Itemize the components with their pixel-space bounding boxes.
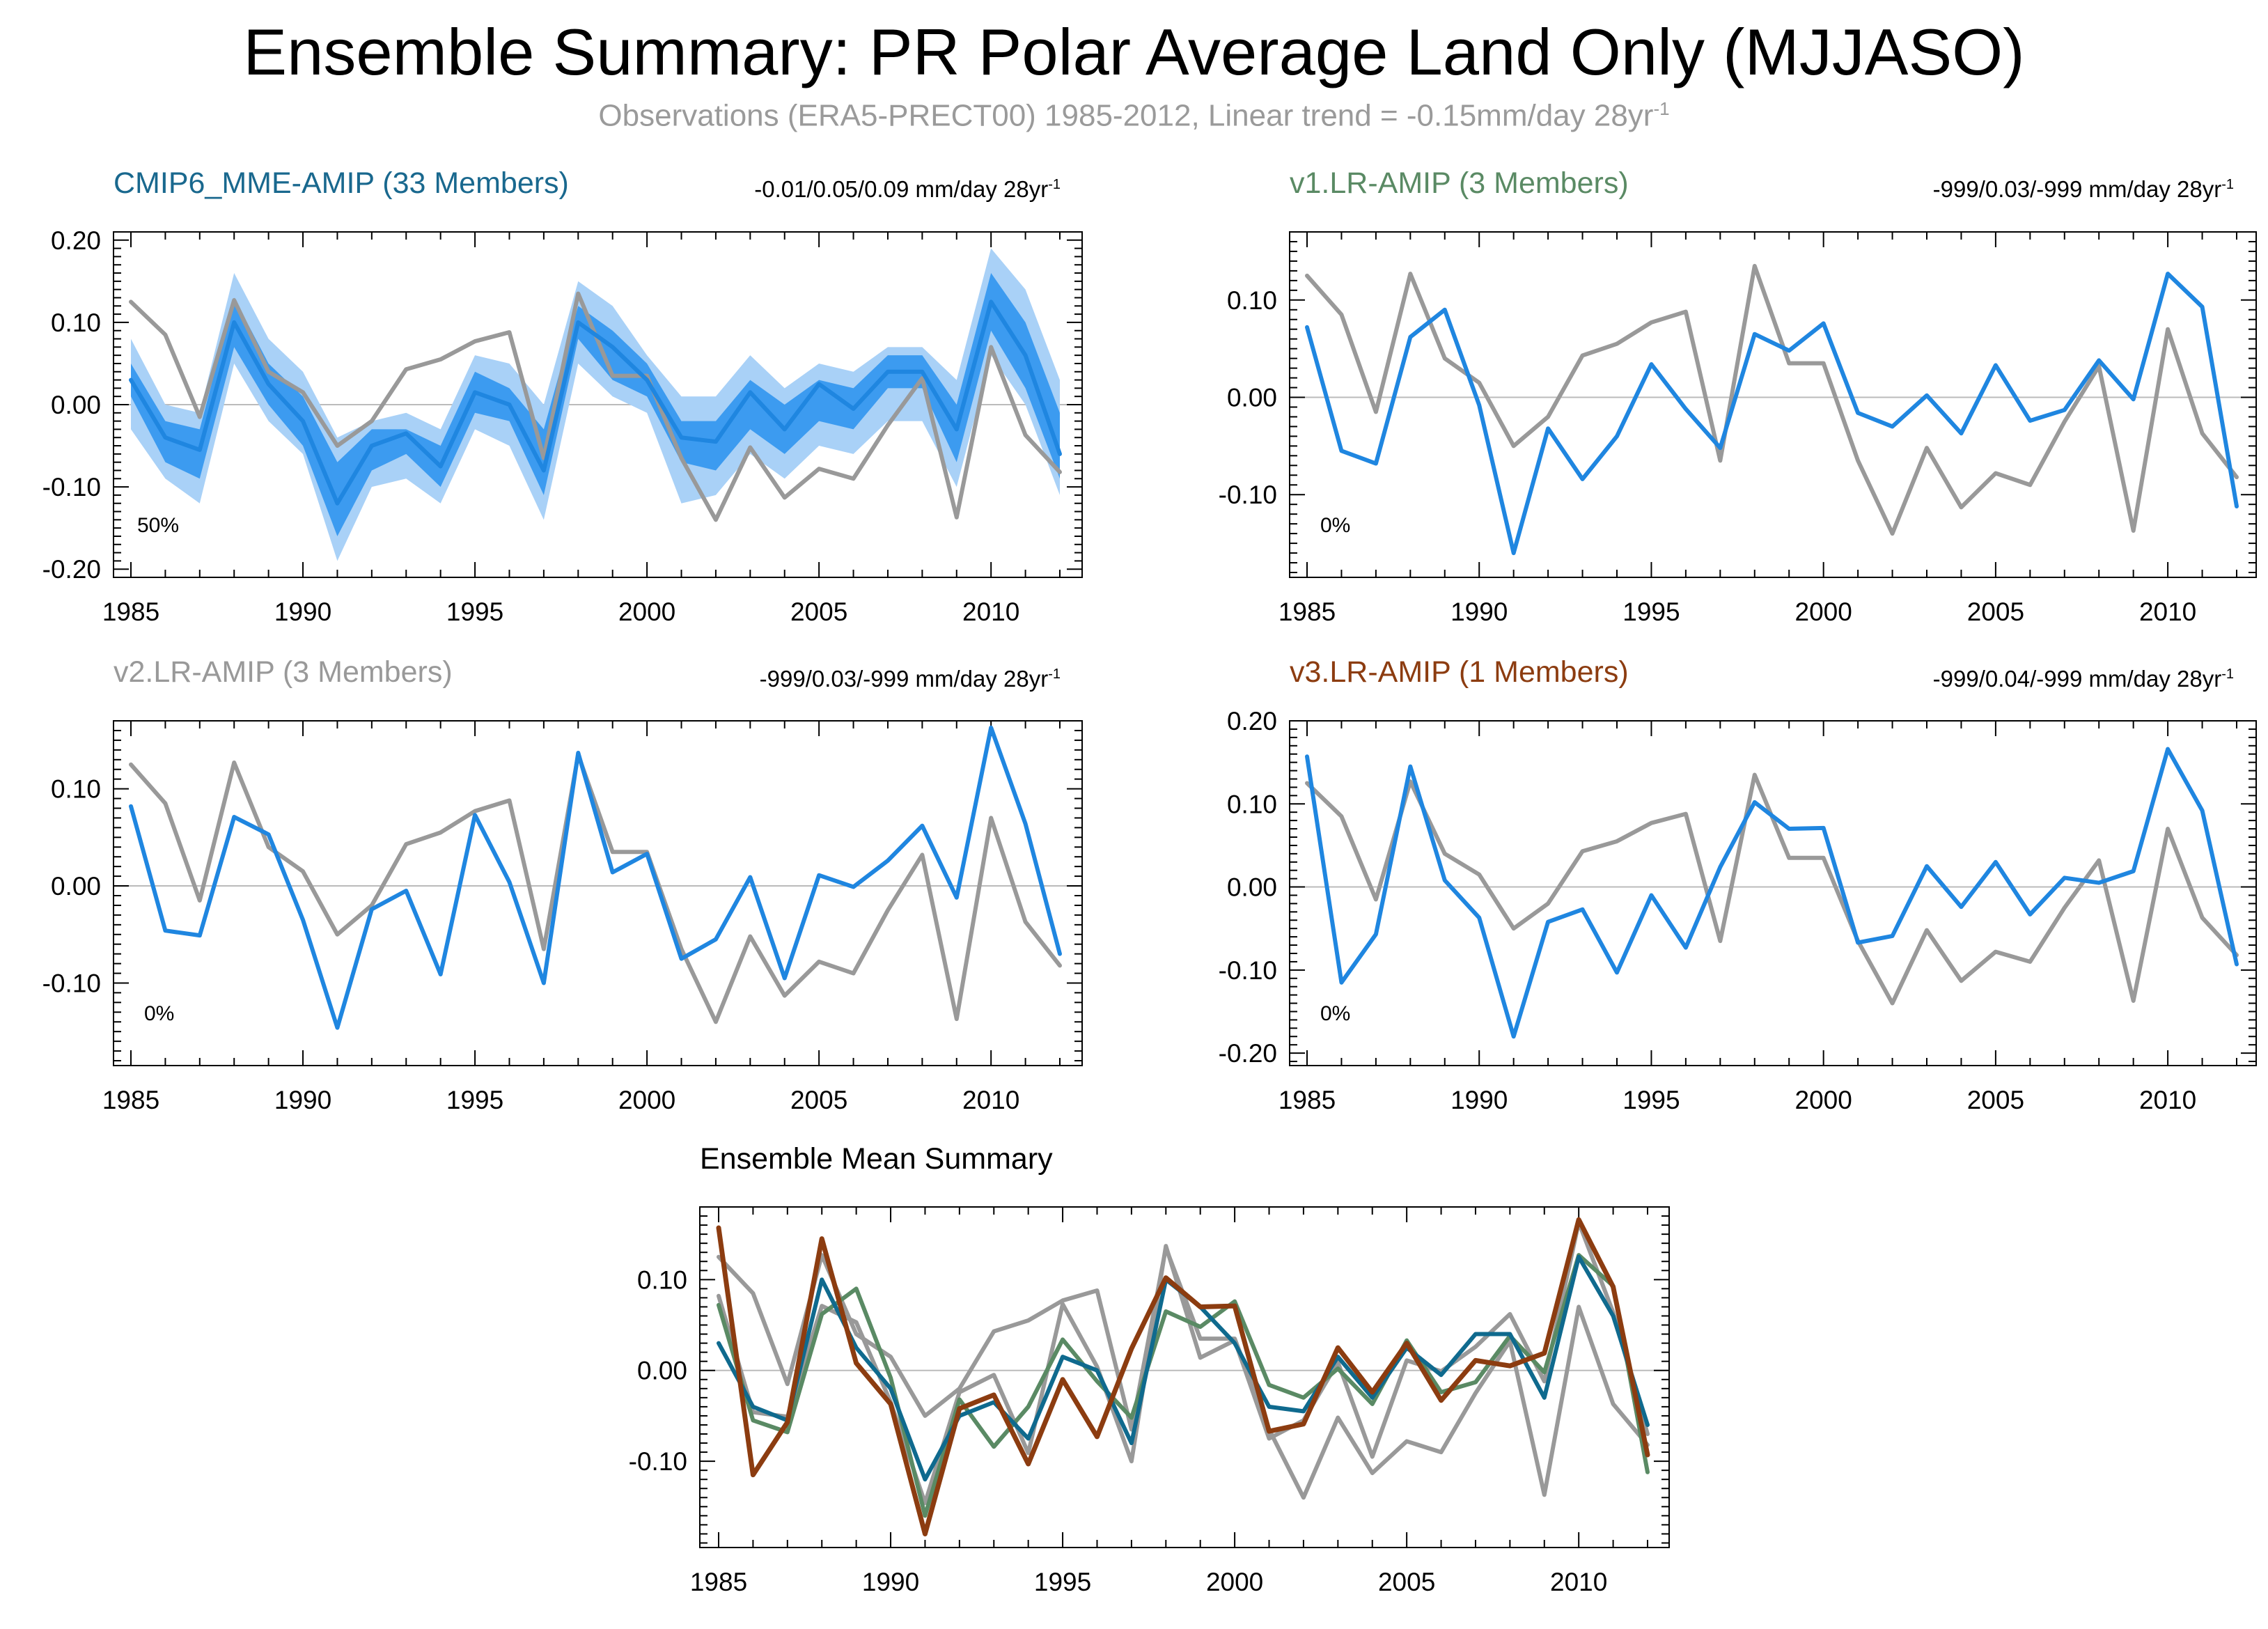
- subtitle: Observations (ERA5-PRECT00) 1985-2012, L…: [0, 89, 2268, 136]
- ensemble-plot-frame: [699, 1206, 1670, 1548]
- v3-series-model: [1305, 747, 2239, 1039]
- v1-panel-title: v1.LR-AMIP (3 Members): [1290, 166, 1629, 200]
- cmip6-x-tick-label: 1990: [274, 598, 331, 626]
- v1-x-tick-label: 1995: [1622, 598, 1680, 626]
- v3-stats-label: -999/0.04/-999 mm/day 28yr-1: [1933, 659, 2234, 694]
- v3-x-tick-label: 1990: [1450, 1086, 1508, 1114]
- v2-x-tick-label: 1985: [102, 1086, 159, 1114]
- v1-chart: 0.10 0.00 -0.10 1985 1990 1995 2000 2005 2010 0%: [1219, 231, 2257, 626]
- v3-x-tick-label: 2005: [1967, 1086, 2024, 1114]
- v3-y-tick-label: -0.20: [1219, 1039, 1277, 1068]
- cmip6-y-tick-label: 0.10: [51, 309, 101, 337]
- cmip6-band-inner: [131, 273, 1060, 536]
- cmip6-y-tick-label: 0.00: [51, 391, 101, 419]
- v1-x-tick-label: 2010: [2139, 598, 2196, 626]
- cmip6-x-tick-label: 2000: [618, 598, 675, 626]
- v2-x-tick-label: 1995: [446, 1086, 503, 1114]
- v3-y-tick-label: 0.20: [1227, 707, 1277, 735]
- v1-y-tick-label: 0.10: [1227, 286, 1277, 315]
- cmip6-y-tick-label: -0.20: [42, 555, 101, 584]
- v2-stats-label: -999/0.03/-999 mm/day 28yr-1: [760, 659, 1061, 694]
- cmip6-series-model: [129, 299, 1062, 506]
- ensemble-series-ens_v3: [716, 1217, 1650, 1536]
- v2-stats-sup: -1: [1048, 667, 1061, 682]
- v3-x-tick-label: 2000: [1795, 1086, 1852, 1114]
- cmip6-x-tick-label: 1985: [102, 598, 159, 626]
- v1-x-tick-label: 2005: [1967, 598, 2024, 626]
- cmip6-x-tick-label: 2010: [962, 598, 1019, 626]
- v1-x-tick-label: 1990: [1450, 598, 1508, 626]
- v2-percent-label: 0%: [144, 1002, 174, 1025]
- v3-x-tick-label: 1995: [1622, 1086, 1680, 1114]
- cmip6-y-tick-label: 0.20: [51, 226, 101, 255]
- cmip6-y-tick-label: -0.10: [42, 473, 101, 501]
- v3-x-tick-label: 2010: [2139, 1086, 2196, 1114]
- v2-x-tick-label: 1990: [274, 1086, 331, 1114]
- v1-y-tick-label: 0.00: [1227, 384, 1277, 412]
- v2-y-tick-label: -0.10: [42, 969, 101, 997]
- ensemble-y-tick-label: -0.10: [629, 1447, 687, 1476]
- ensemble-panel-title: Ensemble Mean Summary: [700, 1142, 1053, 1176]
- ensemble-chart: 0.10 0.00 -0.10 1985 1990 1995 2000 2005 2010: [629, 1206, 1670, 1596]
- ensemble-y-tick-label: 0.00: [637, 1357, 687, 1385]
- subtitle-text: Observations (ERA5-PRECT00) 1985-2012, L…: [598, 98, 1654, 133]
- ensemble-x-tick-label: 2010: [1550, 1568, 1607, 1596]
- v2-panel-title: v2.LR-AMIP (3 Members): [114, 655, 453, 689]
- v1-y-tick-label: -0.10: [1219, 481, 1277, 509]
- v3-percent-label: 0%: [1320, 1002, 1350, 1025]
- v3-y-tick-label: 0.00: [1227, 873, 1277, 902]
- main-title: Ensemble Summary: PR Polar Average Land …: [243, 15, 2025, 88]
- v1-series-obs: [1305, 263, 2239, 536]
- v1-x-tick-label: 1985: [1278, 598, 1336, 626]
- v1-stats-text: -999/0.03/-999 mm/day 28yr: [1932, 176, 2222, 202]
- v1-stats-sup: -1: [2221, 177, 2234, 192]
- cmip6-x-tick-label: 1995: [446, 598, 503, 626]
- v3-y-tick-label: 0.10: [1227, 790, 1277, 818]
- cmip6-stats-label: -0.01/0.05/0.09 mm/day 28yr-1: [754, 169, 1061, 205]
- v2-x-tick-label: 2000: [618, 1086, 675, 1114]
- v2-stats-text: -999/0.03/-999 mm/day 28yr: [759, 666, 1049, 692]
- cmip6-stats-sup: -1: [1048, 177, 1061, 192]
- v2-y-tick-label: 0.00: [51, 872, 101, 901]
- v1-series-model: [1305, 272, 2239, 556]
- cmip6-percent-label: 50%: [137, 514, 179, 537]
- v3-stats-text: -999/0.04/-999 mm/day 28yr: [1932, 666, 2222, 692]
- v3-series-obs: [1305, 772, 2239, 1006]
- ensemble-x-tick-label: 2005: [1378, 1568, 1435, 1596]
- ensemble-x-tick-label: 2000: [1206, 1568, 1263, 1596]
- v3-y-tick-label: -0.10: [1219, 956, 1277, 985]
- cmip6-stats-text: -0.01/0.05/0.09 mm/day 28yr: [754, 176, 1049, 202]
- v2-x-tick-label: 2005: [790, 1086, 847, 1114]
- ensemble-series-ens_obs: [717, 1245, 1650, 1500]
- v3-panel-title: v3.LR-AMIP (1 Members): [1290, 655, 1629, 689]
- cmip6-x-tick-label: 2005: [790, 598, 847, 626]
- ensemble-y-tick-label: 0.10: [637, 1265, 687, 1294]
- subtitle-superscript: -1: [1653, 98, 1670, 119]
- v2-series-obs: [129, 752, 1062, 1024]
- v1-x-tick-label: 2000: [1795, 598, 1852, 626]
- v2-series-model: [129, 725, 1062, 1030]
- v1-percent-label: 0%: [1320, 514, 1350, 537]
- v3-stats-sup: -1: [2221, 667, 2234, 682]
- v2-x-tick-label: 2010: [962, 1086, 1019, 1114]
- ensemble-x-tick-label: 1995: [1034, 1568, 1091, 1596]
- v2-plot-frame: [113, 720, 1083, 1066]
- v2-chart: 0.10 0.00 -0.10 1985 1990 1995 2000 2005 2010 0%: [42, 720, 1083, 1114]
- v3-plot-frame: [1289, 720, 2257, 1066]
- v2-y-tick-label: 0.10: [51, 775, 101, 804]
- ensemble-series-ens_v1: [717, 1253, 1650, 1518]
- ensemble-series-ens_v2: [717, 1220, 1650, 1506]
- v1-stats-label: -999/0.03/-999 mm/day 28yr-1: [1933, 169, 2234, 205]
- ensemble-x-tick-label: 1985: [690, 1568, 747, 1596]
- cmip6-panel-title: CMIP6_MME-AMIP (33 Members): [114, 166, 569, 200]
- ensemble-x-tick-label: 1990: [862, 1568, 919, 1596]
- v1-plot-frame: [1289, 231, 2257, 578]
- v3-x-tick-label: 1985: [1278, 1086, 1336, 1114]
